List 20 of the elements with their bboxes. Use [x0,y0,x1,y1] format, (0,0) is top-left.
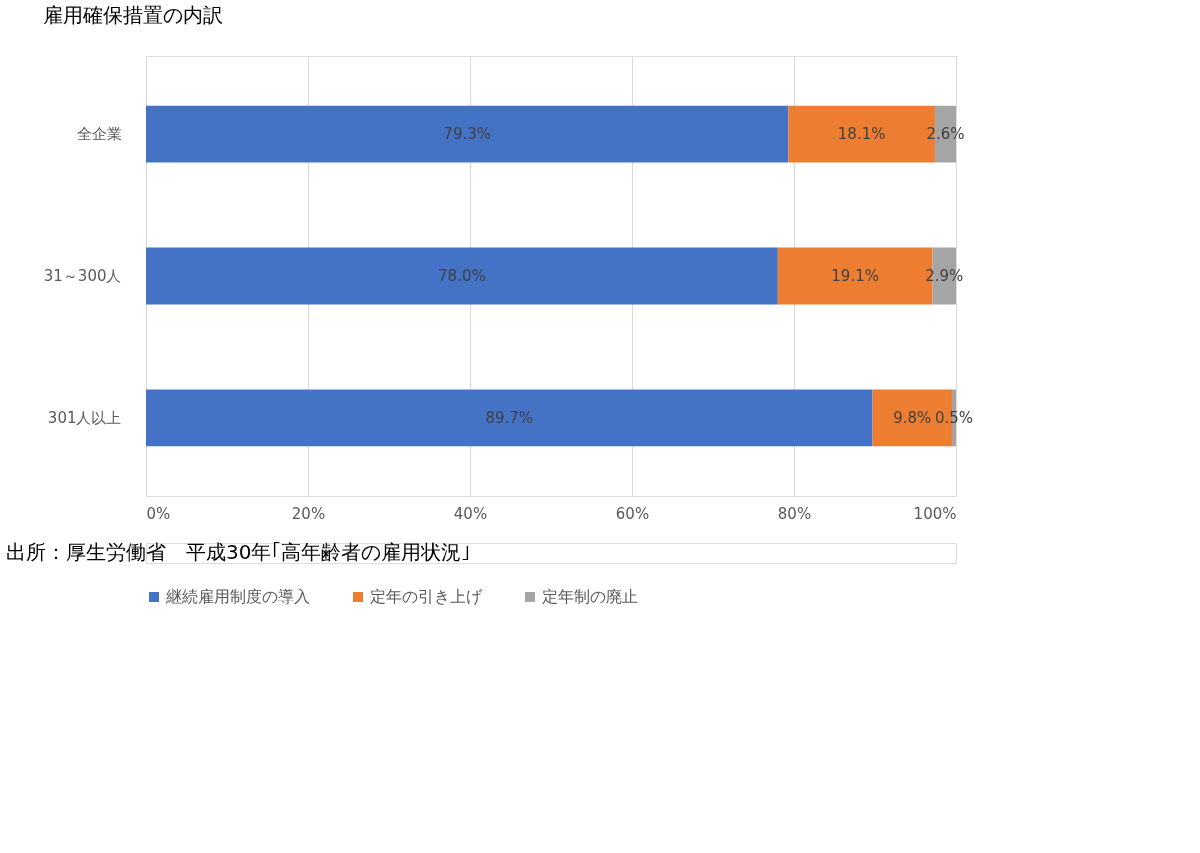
data-label: 9.8% [893,408,932,427]
text: 出所：厚生労働省 平成30年｢高年齢者の雇用状況｣ [6,540,472,564]
data-label: 79.3% [443,125,491,144]
x-tick-label: 20% [291,504,326,523]
y-tick-label: 31～300人 [43,267,122,285]
x-tick-label: 80% [777,504,812,523]
legend-label: 定年制の廃止 [542,587,638,606]
data-label: 78.0% [438,267,486,285]
chart-title: 雇用確保措置の内訳 [43,3,224,27]
legend-label: 継続雇用制度の導入 [165,587,310,606]
x-tick-label: 40% [453,504,488,523]
x-tick-label: 60% [615,504,650,523]
data-label: 19.1% [831,267,879,285]
y-tick-label: 301人以上 [47,408,122,427]
x-tick-label: 0% [146,504,171,523]
x-tick-label: 100% [913,504,957,523]
legend-label: 定年の引き上げ [370,587,483,606]
y-tick-label: 全企業 [76,125,122,144]
data-label: 89.7% [485,408,534,427]
data-label: 18.1% [837,125,886,144]
